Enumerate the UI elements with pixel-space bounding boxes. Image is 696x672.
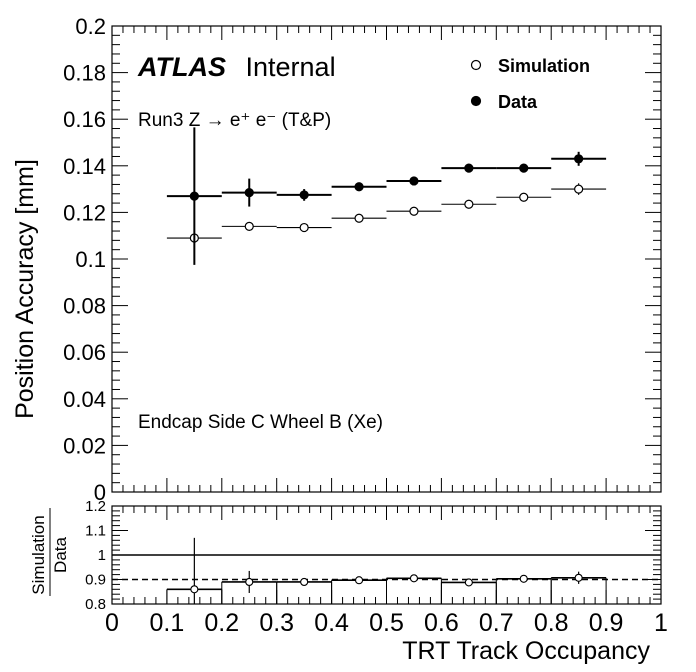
x-tick-label: 0.9 bbox=[589, 609, 624, 637]
data-point bbox=[409, 176, 419, 186]
legend: Simulation Data bbox=[470, 56, 590, 112]
ratio-label-numerator: Simulation bbox=[29, 515, 48, 594]
legend-simulation-label: Simulation bbox=[498, 56, 590, 76]
ratio-y-tick-label: 1 bbox=[98, 547, 106, 564]
ratio-point bbox=[245, 577, 254, 587]
x-tick-label: 0.7 bbox=[479, 609, 514, 637]
y-tick-label: 0.06 bbox=[63, 340, 106, 365]
ratio-label-denominator: Data bbox=[51, 537, 70, 573]
simulation-point bbox=[574, 184, 584, 194]
ratio-y-tick-labels: 0.8 0.9 1 1.1 1.2 bbox=[85, 498, 106, 613]
ratio-point bbox=[464, 578, 473, 587]
ratio-panel: 0.80.911.11.2 0 0.1 0.2 0.3 0.4 0.5 0.6 0.7 0.8 0… bbox=[29, 498, 668, 665]
data-point bbox=[464, 163, 474, 173]
y-tick-label: 0.02 bbox=[63, 433, 106, 458]
data-point bbox=[189, 191, 199, 201]
x-tick-label: 1 bbox=[654, 609, 668, 637]
simulation-point bbox=[464, 199, 474, 209]
simulation-point bbox=[409, 206, 419, 216]
ratio-y-tick-label: 0.8 bbox=[85, 596, 106, 613]
region-label: Endcap Side C Wheel B (Xe) bbox=[138, 412, 383, 433]
ratio-point bbox=[574, 573, 583, 582]
ratio-data-marks bbox=[166, 537, 607, 604]
y-tick-label: 0.12 bbox=[63, 200, 106, 225]
ratio-point bbox=[519, 574, 528, 583]
data-point bbox=[354, 182, 364, 192]
data-point bbox=[299, 190, 309, 200]
main-axis-ticks bbox=[111, 25, 662, 493]
x-tick-label: 0.8 bbox=[534, 609, 569, 637]
x-axis-label: TRT Track Occupancy bbox=[402, 637, 650, 665]
atlas-logo-text: ATLAS bbox=[137, 52, 226, 82]
y-tick-label: 0.14 bbox=[63, 154, 106, 179]
y-tick-label: 0 bbox=[94, 480, 106, 505]
x-tick-labels: 0 0.1 0.2 0.3 0.4 0.5 0.6 0.7 0.8 0.9 1 bbox=[105, 609, 668, 637]
data-point bbox=[244, 187, 254, 198]
y-tick-label: 0.18 bbox=[63, 61, 106, 86]
simulation-point bbox=[299, 222, 309, 233]
y-tick-label: 0.08 bbox=[63, 294, 106, 319]
ratio-y-tick-label: 1.2 bbox=[85, 498, 106, 515]
y-tick-label: 0.16 bbox=[63, 107, 106, 132]
legend-data-marker bbox=[470, 95, 482, 107]
main-y-tick-labels: 0 0.02 0.04 0.06 0.08 0.1 0.12 0.14 0.16 0.18 0.2 bbox=[63, 14, 106, 505]
data-point bbox=[519, 163, 529, 173]
x-tick-label: 0.5 bbox=[369, 609, 404, 637]
simulation-point bbox=[519, 192, 529, 202]
legend-simulation-marker bbox=[470, 59, 482, 71]
ratio-y-tick-label: 1.1 bbox=[85, 523, 106, 540]
main-panel: 00.020.040.060.080.10.120.140.160.180.2 … bbox=[11, 14, 662, 505]
ratio-point bbox=[190, 585, 199, 594]
y-tick-label: 0.2 bbox=[75, 14, 106, 39]
ratio-point bbox=[409, 574, 419, 583]
ratio-y-tick-label: 0.9 bbox=[85, 572, 106, 589]
x-tick-label: 0.4 bbox=[314, 609, 349, 637]
legend-data-label: Data bbox=[498, 92, 538, 112]
x-tick-label: 0.2 bbox=[204, 609, 239, 637]
x-tick-label: 0.1 bbox=[150, 609, 185, 637]
y-tick-label: 0.04 bbox=[63, 387, 106, 412]
atlas-label: ATLAS Internal bbox=[137, 52, 336, 82]
simulation-point bbox=[354, 213, 364, 223]
x-tick-label: 0 bbox=[105, 609, 119, 637]
ratio-point bbox=[354, 576, 364, 585]
ratio-y-axis-label: Simulation Data bbox=[29, 508, 70, 596]
x-tick-label: 0.3 bbox=[259, 609, 294, 637]
x-tick-label: 0.6 bbox=[424, 609, 459, 637]
data-point bbox=[574, 154, 584, 164]
main-data-marks bbox=[166, 127, 607, 265]
process-label: Run3 Z → e⁺ e⁻ (T&P) bbox=[138, 110, 331, 131]
ratio-point bbox=[300, 577, 309, 587]
simulation-point bbox=[244, 221, 254, 231]
atlas-status-text: Internal bbox=[246, 52, 336, 82]
y-axis-label: Position Accuracy [mm] bbox=[11, 159, 39, 419]
y-tick-label: 0.1 bbox=[75, 247, 106, 272]
